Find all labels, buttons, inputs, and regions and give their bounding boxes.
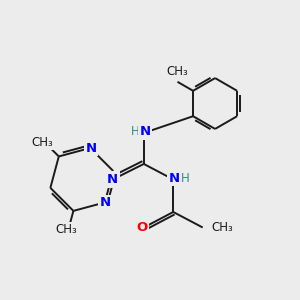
Text: CH₃: CH₃ [212,221,233,234]
Text: N: N [107,173,118,186]
Text: N: N [140,125,151,138]
Text: N: N [85,142,96,154]
Text: CH₃: CH₃ [32,136,54,149]
Text: CH₃: CH₃ [167,65,188,78]
Text: N: N [169,172,180,185]
Text: CH₃: CH₃ [55,223,77,236]
Text: H: H [181,172,189,185]
Text: H: H [131,125,140,138]
Text: N: N [100,196,111,209]
Text: O: O [136,221,148,234]
